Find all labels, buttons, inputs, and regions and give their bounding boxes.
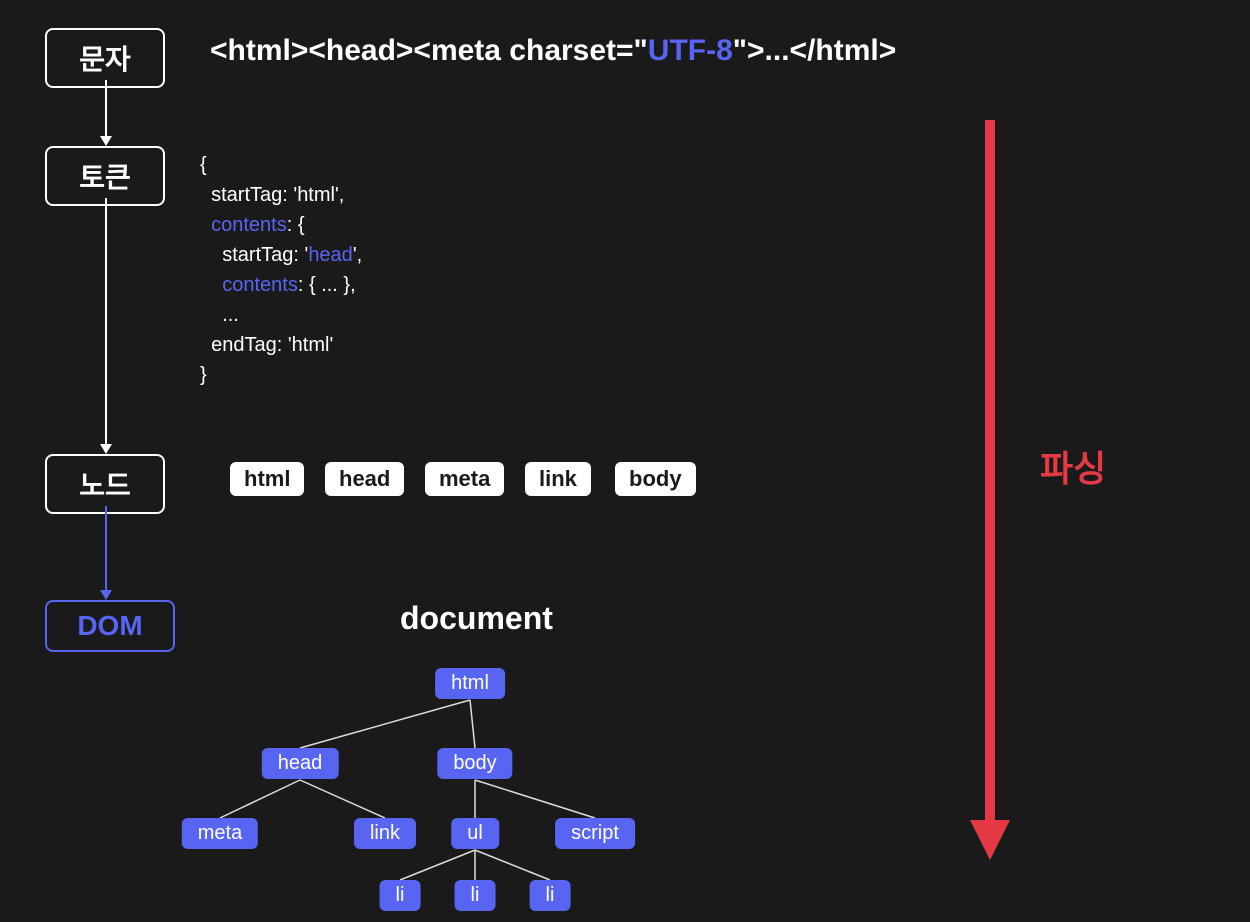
token-text: : { [287, 214, 305, 236]
token-text: } [200, 364, 207, 386]
document-title-text: document [400, 600, 553, 636]
token-line: startTag: 'head', [200, 240, 362, 270]
tree-node-li2: li [455, 880, 496, 911]
token-line: ... [200, 300, 362, 330]
token-text: ... [200, 304, 239, 326]
token-text: endTag: 'html' [200, 334, 333, 356]
stage-dom: DOM [45, 600, 175, 652]
token-line: } [200, 360, 362, 390]
token-text [200, 214, 211, 236]
stage-arrow-line [105, 198, 107, 444]
stage-arrow-line [105, 506, 107, 590]
stage-node-label: 노드 [79, 470, 131, 501]
tree-node-html: html [435, 668, 505, 699]
tree-edge [470, 700, 475, 748]
tree-node-script: script [555, 818, 635, 849]
token-highlight: contents [211, 214, 287, 236]
token-object-block: { startTag: 'html', contents: { startTag… [200, 150, 362, 390]
tree-edge [220, 780, 300, 818]
tree-node-meta: meta [182, 818, 258, 849]
html-string-highlight: UTF-8 [648, 34, 733, 67]
stage-arrow-line [105, 80, 107, 136]
node-chip-meta: meta [425, 462, 504, 496]
html-string-part: ">...</html> [733, 34, 896, 67]
token-text: : { ... }, [298, 274, 356, 296]
stage-node: 노드 [45, 454, 165, 514]
stage-char-label: 문자 [79, 44, 131, 75]
stage-arrow-head [100, 136, 112, 146]
tree-node-link: link [354, 818, 416, 849]
tree-edge [475, 780, 595, 818]
token-text: startTag: 'html', [200, 184, 344, 206]
tree-node-li1: li [380, 880, 421, 911]
tree-edge [400, 850, 475, 880]
token-line: { [200, 150, 362, 180]
token-line: contents: { ... }, [200, 270, 362, 300]
parsing-label-text: 파싱 [1040, 448, 1106, 489]
tree-node-head: head [262, 748, 339, 779]
token-line: startTag: 'html', [200, 180, 362, 210]
token-highlight: head [308, 244, 353, 266]
node-chip-html: html [230, 462, 304, 496]
node-chip-body: body [615, 462, 696, 496]
tree-node-ul: ul [451, 818, 499, 849]
node-chip-link: link [525, 462, 591, 496]
token-highlight: contents [222, 274, 298, 296]
node-chip-head: head [325, 462, 404, 496]
tree-node-li3: li [530, 880, 571, 911]
html-string-part: <html><head><meta charset=" [210, 34, 648, 67]
stage-arrow-head [100, 444, 112, 454]
token-text: { [200, 154, 207, 176]
parsing-label: 파싱 [1040, 440, 1106, 492]
token-line: contents: { [200, 210, 362, 240]
tree-edge [475, 850, 550, 880]
stage-dom-label: DOM [77, 610, 142, 641]
document-title: document [400, 600, 553, 637]
token-text: ', [353, 244, 362, 266]
stage-char: 문자 [45, 28, 165, 88]
tree-edge [300, 780, 385, 818]
tree-node-body: body [437, 748, 512, 779]
token-line: endTag: 'html' [200, 330, 362, 360]
html-raw-string: <html><head><meta charset="UTF-8">...</h… [210, 34, 896, 68]
token-text [200, 274, 222, 296]
stage-token-label: 토큰 [79, 162, 131, 193]
tree-edge [300, 700, 470, 748]
stage-token: 토큰 [45, 146, 165, 206]
token-text: startTag: ' [200, 244, 308, 266]
stage-arrow-head [100, 590, 112, 600]
